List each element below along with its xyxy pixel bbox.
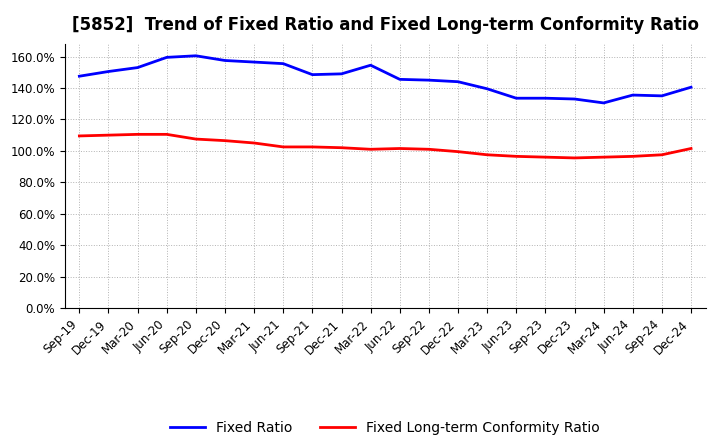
- Fixed Long-term Conformity Ratio: [512, 154, 521, 159]
- Fixed Ratio: [279, 61, 287, 66]
- Fixed Long-term Conformity Ratio: [454, 149, 462, 154]
- Fixed Long-term Conformity Ratio: [279, 144, 287, 150]
- Fixed Ratio: [512, 95, 521, 101]
- Fixed Long-term Conformity Ratio: [599, 154, 608, 160]
- Fixed Long-term Conformity Ratio: [570, 155, 579, 161]
- Fixed Ratio: [192, 53, 200, 59]
- Fixed Ratio: [454, 79, 462, 84]
- Fixed Ratio: [483, 86, 492, 92]
- Title: [5852]  Trend of Fixed Ratio and Fixed Long-term Conformity Ratio: [5852] Trend of Fixed Ratio and Fixed Lo…: [72, 16, 698, 34]
- Fixed Long-term Conformity Ratio: [395, 146, 404, 151]
- Fixed Long-term Conformity Ratio: [220, 138, 229, 143]
- Fixed Ratio: [425, 77, 433, 83]
- Fixed Long-term Conformity Ratio: [541, 154, 550, 160]
- Fixed Long-term Conformity Ratio: [629, 154, 637, 159]
- Fixed Ratio: [657, 93, 666, 99]
- Fixed Long-term Conformity Ratio: [75, 133, 84, 139]
- Fixed Long-term Conformity Ratio: [163, 132, 171, 137]
- Fixed Ratio: [541, 95, 550, 101]
- Legend: Fixed Ratio, Fixed Long-term Conformity Ratio: Fixed Ratio, Fixed Long-term Conformity …: [165, 415, 606, 440]
- Fixed Ratio: [163, 55, 171, 60]
- Fixed Long-term Conformity Ratio: [366, 147, 375, 152]
- Fixed Long-term Conformity Ratio: [425, 147, 433, 152]
- Line: Fixed Long-term Conformity Ratio: Fixed Long-term Conformity Ratio: [79, 134, 691, 158]
- Fixed Long-term Conformity Ratio: [483, 152, 492, 158]
- Fixed Long-term Conformity Ratio: [687, 146, 696, 151]
- Fixed Long-term Conformity Ratio: [337, 145, 346, 150]
- Fixed Ratio: [599, 100, 608, 106]
- Fixed Long-term Conformity Ratio: [657, 152, 666, 158]
- Fixed Ratio: [220, 58, 229, 63]
- Fixed Long-term Conformity Ratio: [133, 132, 142, 137]
- Fixed Ratio: [337, 71, 346, 77]
- Line: Fixed Ratio: Fixed Ratio: [79, 56, 691, 103]
- Fixed Ratio: [687, 84, 696, 90]
- Fixed Long-term Conformity Ratio: [250, 140, 258, 146]
- Fixed Ratio: [570, 96, 579, 102]
- Fixed Ratio: [395, 77, 404, 82]
- Fixed Ratio: [104, 69, 113, 74]
- Fixed Ratio: [366, 62, 375, 68]
- Fixed Ratio: [133, 65, 142, 70]
- Fixed Long-term Conformity Ratio: [308, 144, 317, 150]
- Fixed Ratio: [75, 73, 84, 79]
- Fixed Ratio: [629, 92, 637, 98]
- Fixed Ratio: [250, 59, 258, 65]
- Fixed Long-term Conformity Ratio: [192, 136, 200, 142]
- Fixed Ratio: [308, 72, 317, 77]
- Fixed Long-term Conformity Ratio: [104, 132, 113, 138]
